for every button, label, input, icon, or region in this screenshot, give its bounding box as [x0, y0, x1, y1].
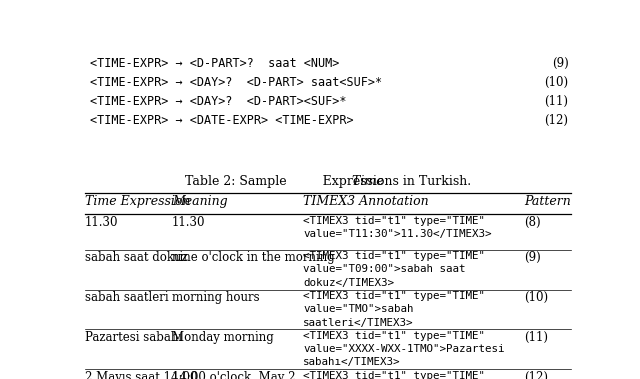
Text: morning hours: morning hours [172, 291, 259, 304]
Text: sabah saatleri: sabah saatleri [85, 291, 168, 304]
Text: <TIME-EXPR> → <DAY>?  <D-PART><SUF>*: <TIME-EXPR> → <DAY>? <D-PART><SUF>* [90, 95, 346, 108]
Text: nine o'clock in the morning: nine o'clock in the morning [172, 251, 335, 264]
Text: (10): (10) [524, 291, 548, 304]
Text: (11): (11) [524, 331, 548, 344]
Text: 11.30: 11.30 [172, 216, 205, 229]
Text: <TIMEX3 tid="t1" type="TIME"
value="TMO">sabah
saatleri</TIMEX3>: <TIMEX3 tid="t1" type="TIME" value="TMO"… [303, 291, 485, 327]
Text: <TIMEX3 tid="t1" type="TIME"
value="T09:00">sabah saat
dokuz</TIMEX3>: <TIMEX3 tid="t1" type="TIME" value="T09:… [303, 251, 485, 288]
Text: (10): (10) [545, 76, 568, 89]
Text: (11): (11) [545, 95, 568, 108]
Text: 11.30: 11.30 [85, 216, 118, 229]
Text: Table 2: Sample         Expressions in Turkish.: Table 2: Sample Expressions in Turkish. [185, 175, 471, 188]
Text: <TIMEX3 tid="t1" type="TIME"
value="T11:30">11.30</TIMEX3>: <TIMEX3 tid="t1" type="TIME" value="T11:… [303, 216, 492, 240]
Text: <TIME-EXPR> → <DAY>?  <D-PART> saat<SUF>*: <TIME-EXPR> → <DAY>? <D-PART> saat<SUF>* [90, 76, 382, 89]
Text: Monday morning: Monday morning [172, 331, 273, 344]
Text: (12): (12) [524, 371, 548, 379]
Text: 2 Mayıs saat 14:00: 2 Mayıs saat 14:00 [85, 371, 198, 379]
Text: Meaning: Meaning [172, 195, 227, 208]
Text: sabah saat dokuz: sabah saat dokuz [85, 251, 188, 264]
Text: <TIME-EXPR> → <D-PART>?  saat <NUM>: <TIME-EXPR> → <D-PART>? saat <NUM> [90, 57, 339, 70]
Text: (9): (9) [552, 57, 568, 70]
Text: Time: Time [272, 175, 384, 188]
Text: 14:00 o'clock, May 2: 14:00 o'clock, May 2 [172, 371, 295, 379]
Text: Pazartesi sabahı: Pazartesi sabahı [85, 331, 182, 344]
Text: TIMEX3 Annotation: TIMEX3 Annotation [303, 195, 429, 208]
Text: Pattern: Pattern [524, 195, 571, 208]
Text: <TIMEX3 tid="t1" type="TIME"
value="XXXX-WXX-1TMO">Pazartesi
sabahı</TIMEX3>: <TIMEX3 tid="t1" type="TIME" value="XXXX… [303, 331, 505, 367]
Text: (12): (12) [545, 114, 568, 127]
Text: (9): (9) [524, 251, 541, 264]
Text: <TIMEX3 tid="t1" type="TIME"
value="XXXX-05-02T14:00">2
Mayıs saat 14:00</TIMEX3: <TIMEX3 tid="t1" type="TIME" value="XXXX… [303, 371, 485, 379]
Text: <TIME-EXPR> → <DATE-EXPR> <TIME-EXPR>: <TIME-EXPR> → <DATE-EXPR> <TIME-EXPR> [90, 114, 353, 127]
Text: (8): (8) [524, 216, 541, 229]
Text: Time Expression: Time Expression [85, 195, 190, 208]
